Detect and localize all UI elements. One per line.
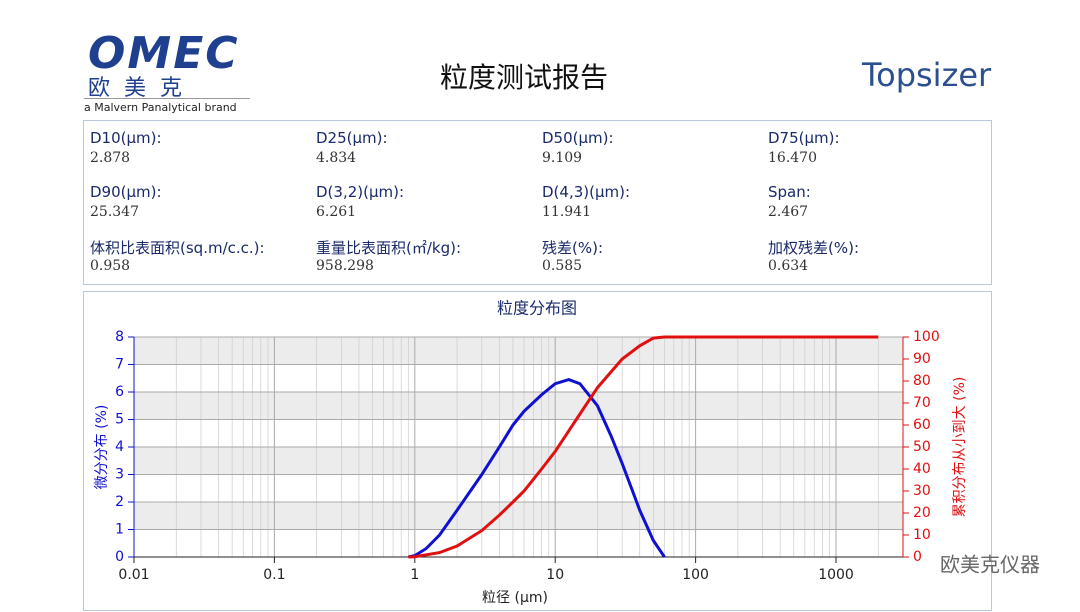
stat-label: 重量比表面积(㎡/kg): <box>316 239 462 257</box>
series-line <box>408 378 666 559</box>
band <box>134 419 903 447</box>
stat-value: 6.261 <box>316 204 357 220</box>
y2-tick-label: 90 <box>913 351 931 367</box>
y2-tick-label: 20 <box>913 505 931 521</box>
stat-value: 11.941 <box>542 204 591 220</box>
y2-axis-label: 累积分布从小到大 (%) <box>952 377 968 518</box>
stat-label: 残差(%): <box>542 239 604 257</box>
x-tick-label: 1000 <box>818 567 854 583</box>
stat-value: 0.585 <box>542 258 583 274</box>
stat-label: D(3,2)(μm): <box>316 183 405 201</box>
stat-label: D(4,3)(μm): <box>542 183 631 201</box>
y-axis-label: 微分分布 (%) <box>94 405 110 490</box>
y2-tick-label: 40 <box>913 461 931 477</box>
logo-cn: 欧美克 <box>88 76 197 101</box>
stat-value: 2.467 <box>768 204 809 220</box>
y2-tick-label: 50 <box>913 439 931 455</box>
stat-label: D90(μm): <box>90 183 162 201</box>
y-tick-label: 5 <box>115 412 124 428</box>
y-tick-label: 3 <box>115 467 124 483</box>
band <box>134 502 903 530</box>
stat-value: 0.958 <box>90 258 131 274</box>
y-tick-label: 7 <box>115 357 124 373</box>
stat-label: D50(μm): <box>542 129 614 147</box>
stat-label: Span: <box>768 183 811 201</box>
stat-value: 9.109 <box>542 150 583 166</box>
chart-title: 粒度分布图 <box>497 299 577 318</box>
stat-label: D25(μm): <box>316 129 388 147</box>
brand: a Malvern Panalytical brand <box>84 98 250 114</box>
y-tick-label: 0 <box>115 549 124 565</box>
watermark: 欧美克仪器 <box>940 553 1040 577</box>
x-tick-label: 0.1 <box>263 567 285 583</box>
stat-value: 16.470 <box>768 150 817 166</box>
y2-tick-label: 60 <box>913 417 931 433</box>
stat-value: 4.834 <box>316 150 357 166</box>
band <box>134 447 903 475</box>
x-axis-label: 粒径 (μm) <box>482 590 548 606</box>
product: Topsizer <box>862 56 992 94</box>
y2-tick-label: 100 <box>913 329 940 345</box>
logo: OMEC <box>88 28 240 79</box>
x-tick-label: 100 <box>682 567 709 583</box>
chart-box <box>83 291 992 611</box>
y2-tick-label: 10 <box>913 527 931 543</box>
y-tick-label: 2 <box>115 494 124 510</box>
stat-label: 体积比表面积(sq.m/c.c.): <box>90 239 265 257</box>
x-tick-label: 10 <box>546 567 564 583</box>
y2-tick-label: 0 <box>913 549 922 565</box>
x-tick-label: 0.01 <box>118 567 149 583</box>
band <box>134 529 903 557</box>
series-line <box>408 335 879 559</box>
y-tick-label: 4 <box>115 439 124 455</box>
stat-value: 2.878 <box>90 150 131 166</box>
report-title: 粒度测试报告 <box>440 61 609 94</box>
stat-value: 958.298 <box>316 258 374 274</box>
band <box>134 392 903 420</box>
y2-tick-label: 30 <box>913 483 931 499</box>
y2-tick-label: 80 <box>913 373 931 389</box>
y-tick-label: 8 <box>115 329 124 345</box>
stats-box: D10(μm): 2.878 D25(μm): 4.834 D50(μm): 9.109 D… <box>83 120 992 285</box>
y2-tick-label: 70 <box>913 395 931 411</box>
stat-label: D10(μm): <box>90 129 162 147</box>
stat-label: D75(μm): <box>768 129 840 147</box>
y-tick-label: 6 <box>115 384 124 400</box>
band <box>134 364 903 392</box>
band <box>134 337 903 365</box>
stat-label: 加权残差(%): <box>768 239 860 257</box>
y-tick-label: 1 <box>115 522 124 538</box>
stat-value: 25.347 <box>90 204 139 220</box>
stat-value: 0.634 <box>768 258 809 274</box>
x-tick-label: 1 <box>410 567 419 583</box>
